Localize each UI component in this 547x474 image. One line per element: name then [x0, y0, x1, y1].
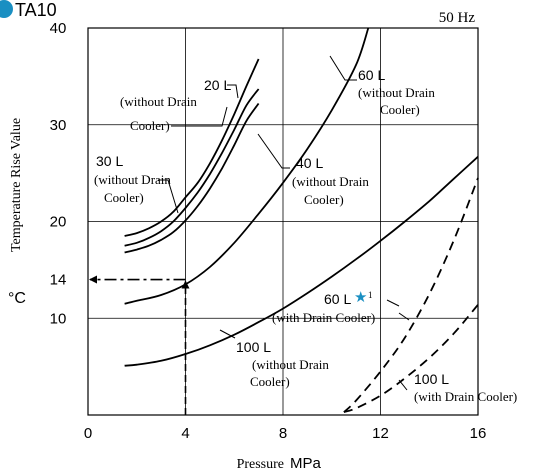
- badge-dot: [0, 0, 13, 18]
- y-axis-unit: °C: [8, 290, 26, 307]
- leader-40l: [257, 133, 290, 169]
- y-tick-label: 10: [50, 310, 67, 327]
- label-100l-dc-line2: (with Drain Cooler): [414, 389, 517, 404]
- y-tick-label: 30: [50, 117, 67, 134]
- series-group: [124, 27, 479, 413]
- x-tick-label: 8: [279, 425, 287, 442]
- grid-lines: [88, 28, 478, 415]
- label-60l-dc: 60 L: [324, 291, 351, 307]
- label-30l: 30 L: [96, 153, 123, 169]
- y-tick-label: 40: [50, 20, 67, 37]
- x-tick-labels: 0 4 8 12 16: [84, 425, 487, 442]
- label-60l: 60 L: [358, 67, 385, 83]
- x-tick-label: 16: [470, 425, 487, 442]
- frequency-label: 50 Hz: [439, 10, 476, 26]
- plot-frame: [87, 27, 479, 416]
- annotations: 20 L (without Drain Cooler) 30 L (withou…: [94, 67, 517, 404]
- series-line-4: [124, 156, 479, 367]
- label-30l-line3: Cooler): [104, 190, 144, 205]
- label-60l-dc-footnote: 1: [368, 290, 373, 300]
- leader-20l-tail: [171, 106, 228, 127]
- label-60l-dc-star: ★: [354, 290, 367, 306]
- series-line-0: [124, 58, 260, 237]
- leader-60l-dc: [398, 312, 410, 321]
- leader-lines: [158, 55, 410, 391]
- badge-text: TA10: [15, 0, 57, 20]
- label-20l-line3: Cooler): [130, 118, 170, 133]
- x-axis-label: Pressure: [237, 457, 284, 472]
- series-line-6: [343, 304, 479, 413]
- leader-60l-dc-top: [386, 299, 400, 307]
- series-line-3: [124, 27, 370, 305]
- y-tick-label: 14: [50, 272, 67, 289]
- series-line-5: [343, 177, 479, 413]
- x-tick-label: 4: [181, 425, 189, 442]
- label-100l-line3: Cooler): [250, 374, 290, 389]
- x-tick-label: 12: [372, 425, 389, 442]
- label-60l-line3: Cooler): [380, 102, 420, 117]
- label-20l: 20 L: [204, 77, 231, 93]
- label-60l-line2: (without Drain: [358, 85, 435, 100]
- x-axis-title: Pressure MPa: [237, 455, 322, 472]
- label-40l-line2: (without Drain: [292, 174, 369, 189]
- label-100l: 100 L: [236, 339, 271, 355]
- label-100l-line2: (without Drain: [252, 357, 329, 372]
- label-30l-line2: (without Drain: [94, 172, 171, 187]
- reference-lines: [89, 275, 190, 415]
- label-100l-dc: 100 L: [414, 371, 449, 387]
- leader-30l: [158, 179, 179, 214]
- label-60l-dc-line2: (with Drain Cooler): [272, 310, 375, 325]
- label-20l-line2: (without Drain: [120, 94, 197, 109]
- label-40l-line3: Cooler): [304, 192, 344, 207]
- leader-100l-dc: [398, 379, 408, 391]
- series-line-1: [124, 88, 260, 247]
- y-axis-label: Temperature Rise Value: [9, 118, 24, 252]
- leader-20l: [227, 84, 239, 99]
- leader-60l: [329, 55, 357, 81]
- label-40l: 40 L: [296, 155, 323, 171]
- x-tick-label: 0: [84, 425, 92, 442]
- y-tick-label: 20: [50, 214, 67, 231]
- x-axis-unit: MPa: [290, 455, 322, 472]
- y-tick-labels: 10 14 20 30 40: [50, 20, 67, 327]
- series-line-2: [124, 102, 260, 254]
- y-axis-title: Temperature Rise Value °C: [8, 118, 26, 307]
- leader-100l: [219, 329, 236, 339]
